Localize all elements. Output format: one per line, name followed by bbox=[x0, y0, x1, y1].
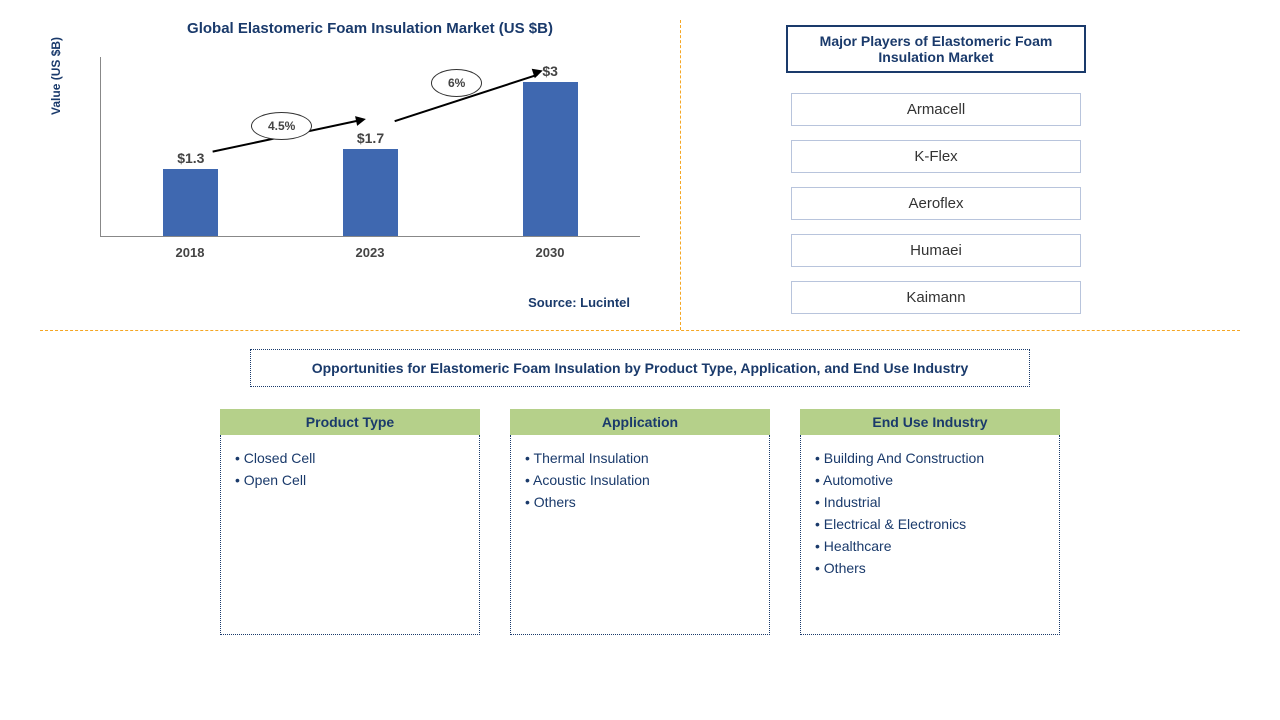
players-section: Major Players of Elastomeric Foam Insula… bbox=[681, 20, 1161, 330]
player-item: Humaei bbox=[791, 234, 1081, 267]
category-item: Closed Cell bbox=[235, 447, 465, 469]
player-item: Armacell bbox=[791, 93, 1081, 126]
players-title: Major Players of Elastomeric Foam Insula… bbox=[786, 25, 1086, 73]
bar bbox=[163, 169, 218, 236]
chart-area: Value (US $B) 4.5% 6% $1.3 $1.7 $3 bbox=[100, 57, 640, 237]
category-item: Others bbox=[525, 491, 755, 513]
category-column: End Use Industry Building And Constructi… bbox=[800, 409, 1060, 635]
bar bbox=[523, 82, 578, 236]
category-item: Automotive bbox=[815, 469, 1045, 491]
bars-container: $1.3 $1.7 $3 bbox=[101, 57, 640, 236]
category-column: Application Thermal Insulation Acoustic … bbox=[510, 409, 770, 635]
bar-value-label: $3 bbox=[542, 63, 558, 79]
x-labels: 2018 2023 2030 bbox=[100, 245, 640, 260]
category-body: Thermal Insulation Acoustic Insulation O… bbox=[510, 435, 770, 635]
category-column: Product Type Closed Cell Open Cell bbox=[220, 409, 480, 635]
category-item: Industrial bbox=[815, 491, 1045, 513]
chart-title: Global Elastomeric Foam Insulation Marke… bbox=[40, 20, 660, 37]
category-header: Application bbox=[510, 409, 770, 435]
bar-group: $1.7 bbox=[330, 130, 410, 236]
x-label: 2023 bbox=[330, 245, 410, 260]
category-item: Open Cell bbox=[235, 469, 465, 491]
category-item: Others bbox=[815, 557, 1045, 579]
bar-group: $1.3 bbox=[151, 150, 231, 236]
category-item: Electrical & Electronics bbox=[815, 513, 1045, 535]
categories-row: Product Type Closed Cell Open Cell Appli… bbox=[40, 409, 1240, 635]
category-header: Product Type bbox=[220, 409, 480, 435]
source-label: Source: Lucintel bbox=[40, 295, 660, 310]
bar bbox=[343, 149, 398, 236]
bar-value-label: $1.7 bbox=[357, 130, 384, 146]
category-body: Building And Construction Automotive Ind… bbox=[800, 435, 1060, 635]
category-body: Closed Cell Open Cell bbox=[220, 435, 480, 635]
horizontal-divider bbox=[40, 330, 1240, 331]
x-label: 2030 bbox=[510, 245, 590, 260]
bar-group: $3 bbox=[510, 63, 590, 236]
category-item: Healthcare bbox=[815, 535, 1045, 557]
player-item: Aeroflex bbox=[791, 187, 1081, 220]
player-item: Kaimann bbox=[791, 281, 1081, 314]
category-item: Acoustic Insulation bbox=[525, 469, 755, 491]
category-item: Thermal Insulation bbox=[525, 447, 755, 469]
top-row: Global Elastomeric Foam Insulation Marke… bbox=[40, 20, 1240, 330]
chart-section: Global Elastomeric Foam Insulation Marke… bbox=[40, 20, 680, 330]
bar-value-label: $1.3 bbox=[177, 150, 204, 166]
player-item: K-Flex bbox=[791, 140, 1081, 173]
category-item: Building And Construction bbox=[815, 447, 1045, 469]
category-header: End Use Industry bbox=[800, 409, 1060, 435]
opportunities-title: Opportunities for Elastomeric Foam Insul… bbox=[250, 349, 1030, 387]
x-label: 2018 bbox=[150, 245, 230, 260]
y-axis-label: Value (US $B) bbox=[49, 36, 63, 114]
